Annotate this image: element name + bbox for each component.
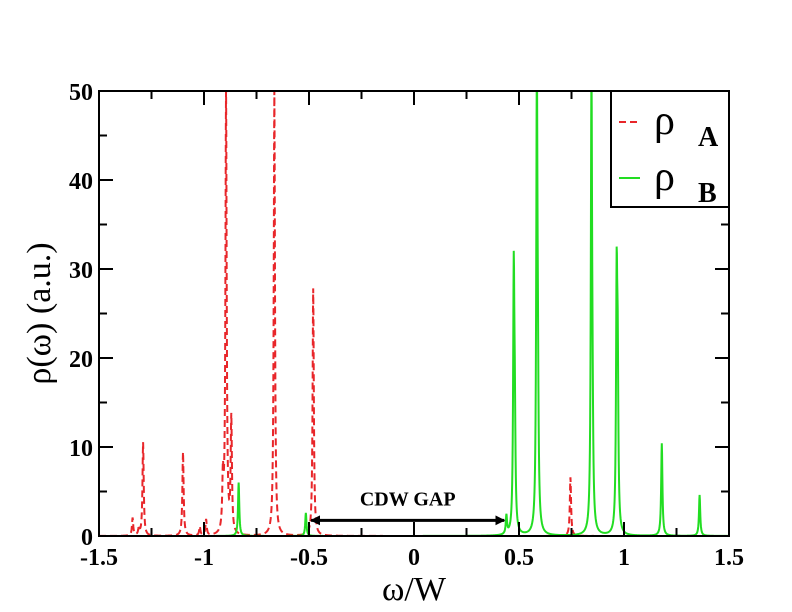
annotation-layer: CDW GAP bbox=[310, 488, 506, 526]
ticks-layer: -1.5 -1 -0.5 0 0.5 1 1.5 0 10 20 30 40 50 bbox=[69, 80, 744, 571]
legend-box bbox=[610, 90, 730, 208]
y-tick-label: 0 bbox=[81, 525, 93, 551]
x-axis-title: ω/W bbox=[382, 571, 447, 608]
y-tick-label: 30 bbox=[69, 258, 93, 284]
legend-symbol-rho-a: ρ bbox=[654, 98, 675, 144]
x-tick-label: 1.5 bbox=[714, 545, 744, 571]
y-axis-title: ρ(ω) (a.u.) bbox=[21, 242, 58, 384]
legend-subscript-b: B bbox=[698, 178, 717, 209]
cdw-gap-label: CDW GAP bbox=[360, 488, 456, 510]
legend-symbol-rho-b: ρ bbox=[654, 154, 675, 200]
x-tick-label: -1.5 bbox=[80, 545, 118, 571]
x-tick-label: -1 bbox=[194, 545, 214, 571]
legend-subscript-a: A bbox=[698, 122, 719, 153]
y-tick-label: 20 bbox=[69, 347, 93, 373]
x-tick-label: 1 bbox=[618, 545, 630, 571]
x-tick-label: 0.5 bbox=[504, 545, 534, 571]
x-tick-label: 0 bbox=[408, 545, 420, 571]
legend: ρ A ρ B bbox=[610, 90, 730, 209]
x-tick-label: -0.5 bbox=[290, 545, 328, 571]
y-tick-label: 10 bbox=[69, 436, 93, 462]
y-tick-label: 50 bbox=[69, 80, 93, 106]
y-tick-label: 40 bbox=[69, 169, 93, 195]
